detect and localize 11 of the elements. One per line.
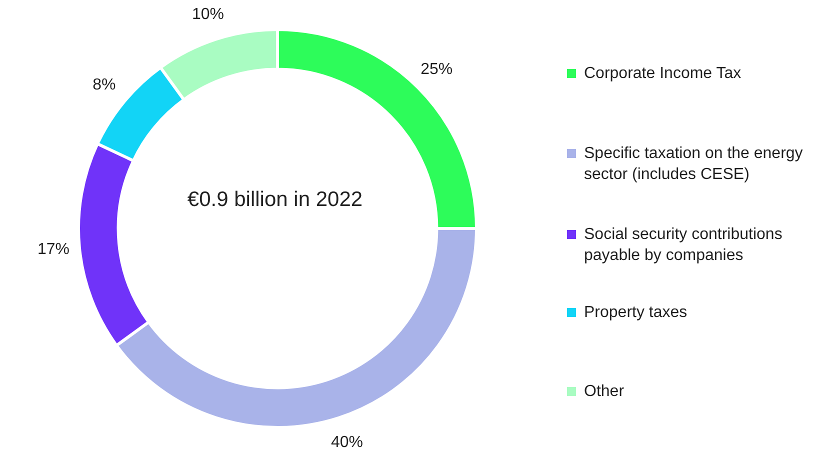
data-label: 25%: [420, 60, 453, 78]
data-label: 40%: [331, 434, 364, 451]
legend-label: Property taxes: [584, 303, 688, 323]
legend-label: Corporate Income Tax: [584, 64, 742, 84]
legend-label: Other: [584, 382, 624, 402]
data-label: 8%: [92, 76, 116, 94]
data-label: 10%: [192, 6, 224, 23]
legend-label: Social security contributions payable by companies: [584, 225, 784, 266]
data-label: 17%: [37, 241, 70, 258]
legend-label: Specific taxation on the energy sector (includes CESE): [584, 144, 804, 185]
text: €0.9 billion in 2022: [186, 187, 364, 213]
